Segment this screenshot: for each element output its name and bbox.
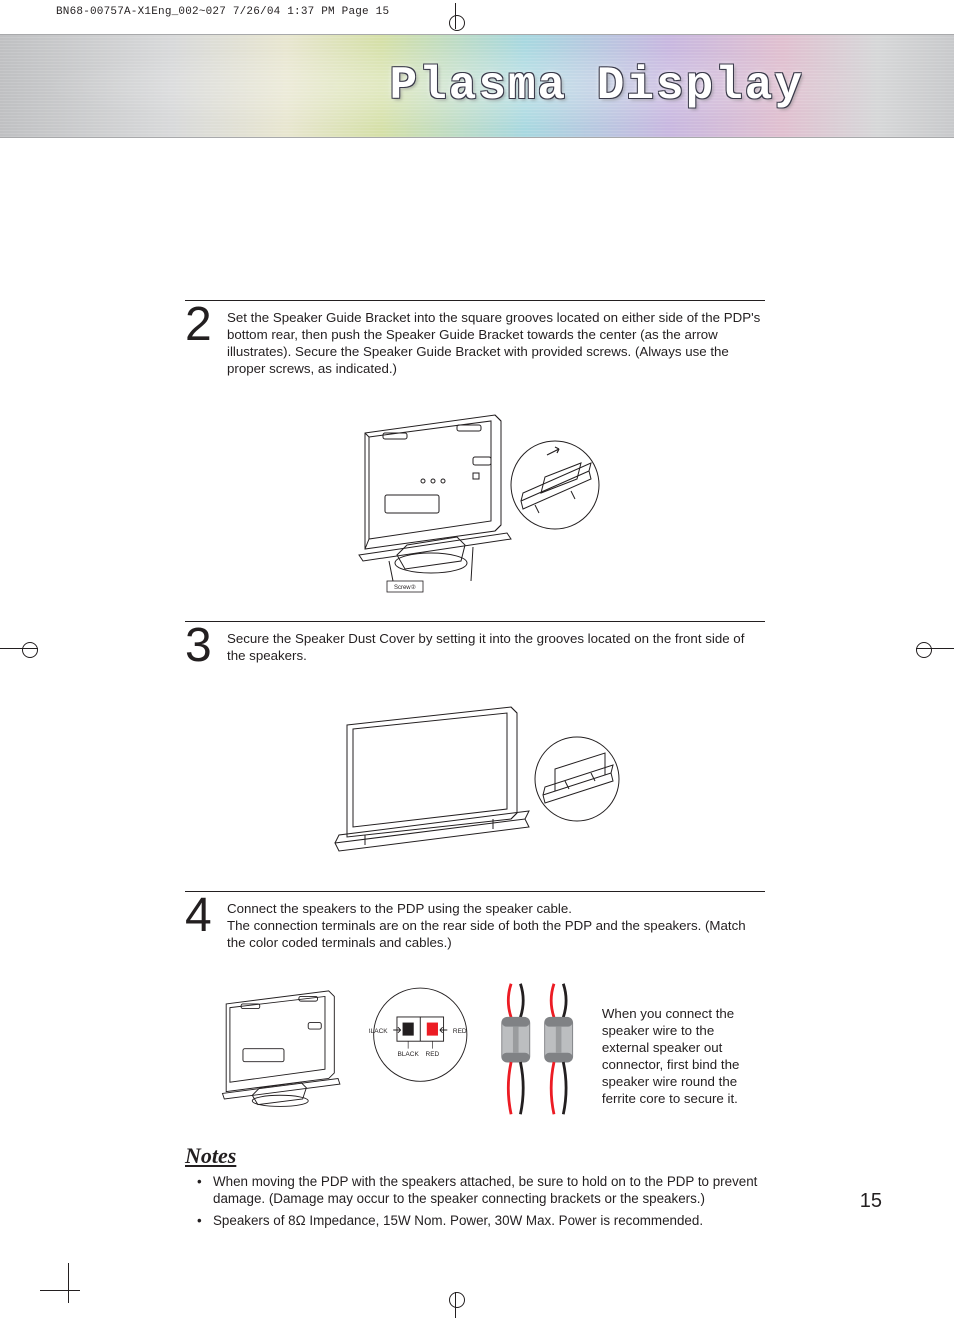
terminal-detail-illustration: BLACK RED BLACK RED bbox=[369, 979, 472, 1109]
page-content: 2 Set the Speaker Guide Bracket into the… bbox=[185, 300, 765, 1233]
step-number: 3 bbox=[185, 626, 217, 667]
figure-step3 bbox=[185, 695, 765, 865]
banner-title: Plasma Display bbox=[390, 60, 804, 112]
step-text: Connect the speakers to the PDP using th… bbox=[227, 898, 765, 951]
label-black-arrow: BLACK bbox=[369, 1028, 388, 1035]
figure-step2: Screw② bbox=[185, 405, 765, 595]
label-red-arrow: RED bbox=[453, 1028, 467, 1035]
screw-callout: Screw② bbox=[394, 584, 416, 591]
print-header: BN68-00757A-X1Eng_002~027 7/26/04 1:37 P… bbox=[56, 6, 389, 18]
step-3: 3 Secure the Speaker Dust Cover by setti… bbox=[185, 621, 765, 667]
crop-mark-bottom bbox=[447, 1292, 465, 1318]
label-black: BLACK bbox=[397, 1051, 419, 1058]
ferrite-caption: When you connect the speaker wire to the… bbox=[602, 979, 765, 1107]
notes-item: Speakers of 8Ω Impedance, 15W Nom. Power… bbox=[213, 1212, 765, 1229]
step-number: 4 bbox=[185, 896, 217, 937]
step-2: 2 Set the Speaker Guide Bracket into the… bbox=[185, 300, 765, 377]
step-text: Secure the Speaker Dust Cover by setting… bbox=[227, 628, 765, 664]
tv-rear-bracket-illustration: Screw② bbox=[345, 405, 605, 595]
figure-step4-row: BLACK RED BLACK RED bbox=[215, 979, 765, 1119]
crop-mark-right bbox=[916, 640, 954, 658]
step-4: 4 Connect the speakers to the PDP using … bbox=[185, 891, 765, 951]
notes-item: When moving the PDP with the speakers at… bbox=[213, 1173, 765, 1208]
crop-mark-left bbox=[0, 640, 38, 658]
crop-mark-corner bbox=[40, 1263, 80, 1303]
label-red: RED bbox=[425, 1051, 439, 1058]
tv-rear-small-illustration bbox=[215, 979, 355, 1109]
page-banner: Plasma Display bbox=[0, 34, 954, 138]
step-text: Set the Speaker Guide Bracket into the s… bbox=[227, 307, 765, 377]
ferrite-core-illustration bbox=[485, 979, 588, 1119]
tv-front-dustcover-illustration bbox=[325, 695, 625, 865]
notes-heading: Notes bbox=[185, 1143, 765, 1169]
step-number: 2 bbox=[185, 305, 217, 346]
crop-mark-top bbox=[447, 3, 465, 29]
notes-list: When moving the PDP with the speakers at… bbox=[185, 1173, 765, 1229]
page-number: 15 bbox=[860, 1190, 882, 1213]
